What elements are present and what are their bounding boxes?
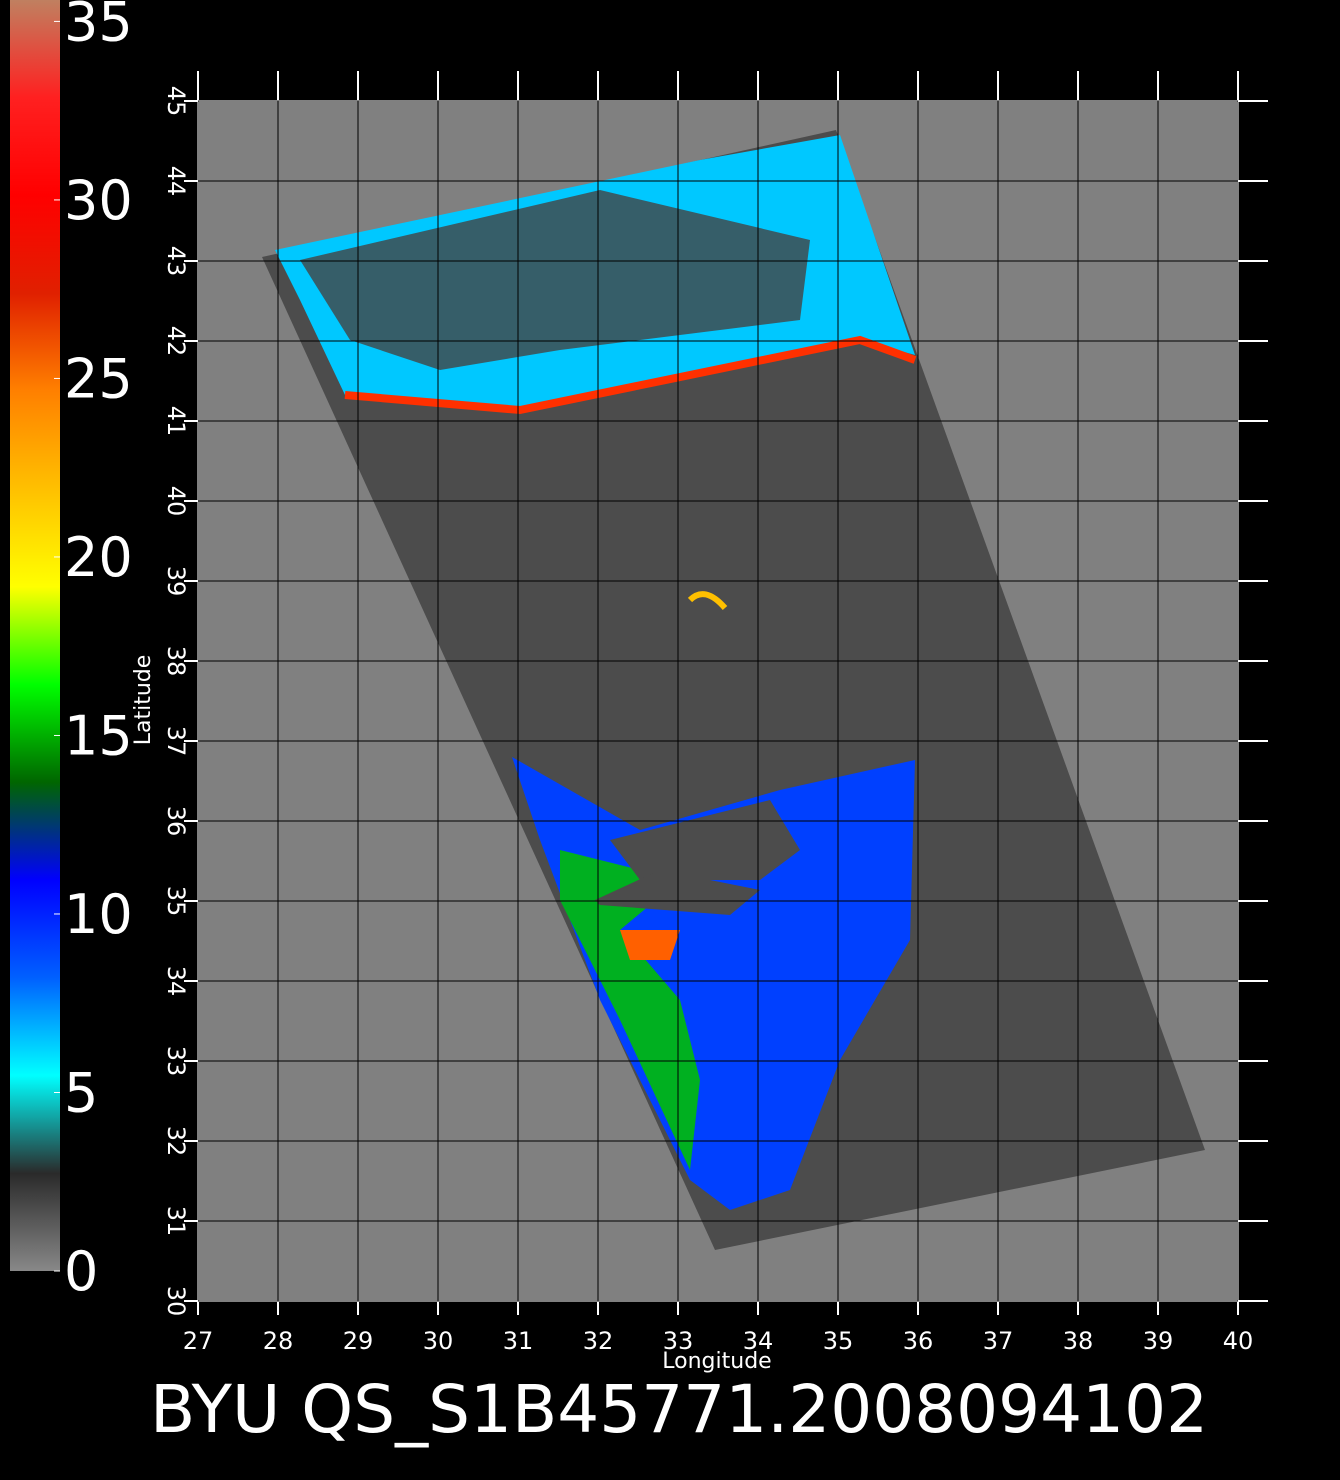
colorbar-tick-label: 20 bbox=[64, 526, 133, 589]
colorbar-scale bbox=[10, 0, 60, 1271]
y-tick-label: 32 bbox=[162, 1126, 190, 1157]
colorbar-tick-label: 35 bbox=[64, 0, 133, 53]
y-tick-label: 43 bbox=[162, 246, 190, 277]
x-tick-label: 36 bbox=[903, 1327, 934, 1355]
colorbar-tick-label: 25 bbox=[64, 347, 133, 410]
island bbox=[687, 591, 728, 611]
y-tick-label: 36 bbox=[162, 806, 190, 837]
axes: 27 28 29 30 31 32 33 34 35 36 37 38 39 40 30 31 32 33 34 35… bbox=[162, 71, 1268, 1355]
y-axis-label: Latitude bbox=[131, 655, 156, 746]
south-warm bbox=[620, 930, 680, 960]
y-tick-label: 42 bbox=[162, 326, 190, 357]
y-tick-label: 44 bbox=[162, 166, 190, 197]
colorbar-tick-label: 5 bbox=[64, 1061, 98, 1124]
colorbar-tick-label: 15 bbox=[64, 704, 133, 767]
colorbar: 0 5 10 15 20 25 30 35 bbox=[10, 0, 133, 1303]
colorbar-tick-label: 30 bbox=[64, 169, 133, 232]
x-tick-label: 38 bbox=[1063, 1327, 1094, 1355]
y-tick-label: 30 bbox=[162, 1286, 190, 1317]
x-tick-label: 30 bbox=[423, 1327, 454, 1355]
title: BYU QS_S1B45771.2008094102 bbox=[150, 1371, 1208, 1448]
y-tick-label: 37 bbox=[162, 726, 190, 757]
y-tick-label: 35 bbox=[162, 886, 190, 917]
x-tick-label: 28 bbox=[263, 1327, 294, 1355]
x-tick-label: 37 bbox=[983, 1327, 1014, 1355]
x-tick-label: 39 bbox=[1143, 1327, 1174, 1355]
x-tick-label: 33 bbox=[663, 1327, 694, 1355]
y-tick-label: 31 bbox=[162, 1206, 190, 1237]
x-tick-label: 27 bbox=[183, 1327, 214, 1355]
x-tick-label: 34 bbox=[743, 1327, 774, 1355]
x-tick-label: 40 bbox=[1223, 1327, 1254, 1355]
colorbar-tick-label: 0 bbox=[64, 1240, 98, 1303]
x-tick-label: 32 bbox=[583, 1327, 614, 1355]
x-axis-label: Longitude bbox=[662, 1349, 771, 1374]
x-tick-label: 31 bbox=[503, 1327, 534, 1355]
x-tick-label: 35 bbox=[823, 1327, 854, 1355]
y-tick-label: 41 bbox=[162, 406, 190, 437]
y-tick-label: 33 bbox=[162, 1046, 190, 1077]
swath bbox=[262, 130, 1205, 1250]
y-tick-label: 39 bbox=[162, 566, 190, 597]
north-coast bbox=[344, 335, 917, 415]
north-dark bbox=[300, 190, 810, 370]
y-tick-label: 45 bbox=[162, 86, 190, 117]
y-tick-label: 34 bbox=[162, 966, 190, 997]
inner-sea bbox=[610, 800, 800, 880]
x-tick-label: 29 bbox=[343, 1327, 374, 1355]
south-green bbox=[560, 850, 700, 1170]
y-tick-label: 40 bbox=[162, 486, 190, 517]
y-tick-label: 38 bbox=[162, 646, 190, 677]
colorbar-tick-label: 10 bbox=[64, 883, 133, 946]
